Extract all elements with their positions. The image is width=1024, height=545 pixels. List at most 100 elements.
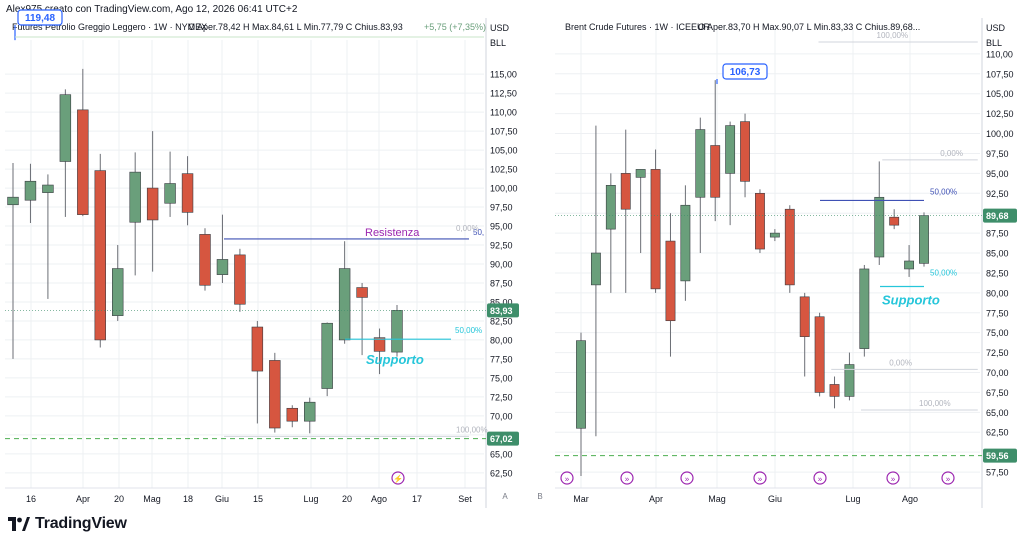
candle-body[interactable] <box>799 296 810 337</box>
x-tick-label: Mag <box>708 494 726 504</box>
fib-mid-label: 50, <box>473 228 484 237</box>
candle-body[interactable] <box>680 204 691 282</box>
candle-body[interactable] <box>844 364 855 397</box>
x-tick-label: 15 <box>253 494 263 504</box>
candle-body[interactable] <box>576 340 586 429</box>
event-icon[interactable] <box>620 471 634 485</box>
candle-body[interactable] <box>650 169 661 290</box>
candle-body[interactable] <box>59 94 72 162</box>
candle-body[interactable] <box>725 125 736 174</box>
x-tick-label: 20 <box>114 494 124 504</box>
x-tick-label: Set <box>458 494 472 504</box>
event-icon-glyph: » <box>891 475 896 484</box>
brand-name: TradingView <box>35 515 127 532</box>
candle-body[interactable] <box>829 384 840 397</box>
candle-body[interactable] <box>286 407 298 422</box>
candle-body[interactable] <box>164 183 176 204</box>
candle-body[interactable] <box>146 187 159 221</box>
y-tick-label: 105,00 <box>490 146 518 156</box>
x-tick-label: Lug <box>845 494 860 504</box>
candle-body[interactable] <box>769 232 780 238</box>
y-tick-label: 115,00 <box>490 70 517 80</box>
x-tick-label: Giu <box>768 494 782 504</box>
tradingview-logo[interactable]: TradingView <box>8 515 127 533</box>
candle-body[interactable] <box>199 234 211 286</box>
y-tick-label: 77,50 <box>490 354 513 364</box>
symbol-title: Futures Petrolio Greggio Leggero · 1W · … <box>12 22 207 32</box>
candle-body[interactable] <box>904 260 915 270</box>
candle-body[interactable] <box>112 268 124 316</box>
y-tick-label: 95,00 <box>986 169 1009 179</box>
candle-body[interactable] <box>216 259 229 275</box>
candle-body[interactable] <box>874 196 885 258</box>
event-icon[interactable] <box>753 471 767 485</box>
candle-body[interactable] <box>695 129 706 198</box>
y-tick-label: 87,50 <box>490 278 513 288</box>
candle-body[interactable] <box>338 268 351 341</box>
y-tick-label: 80,00 <box>986 288 1009 298</box>
candle-body[interactable] <box>635 169 646 178</box>
y-tick-label: 92,50 <box>986 189 1009 199</box>
candle-body[interactable] <box>814 316 825 393</box>
event-icon[interactable] <box>886 471 900 485</box>
y-tick-label: 67,50 <box>986 388 1009 398</box>
candle-body[interactable] <box>42 184 54 193</box>
candle-body[interactable] <box>94 170 106 341</box>
event-icon[interactable] <box>680 471 694 485</box>
candle-body[interactable] <box>356 287 368 298</box>
event-icon[interactable] <box>391 471 405 485</box>
candle-body[interactable] <box>889 216 900 226</box>
price-badge-text: 83,93 <box>490 306 513 316</box>
x-tick-label: 20 <box>342 494 352 504</box>
level-badge <box>487 431 519 446</box>
candle-body[interactable] <box>590 252 601 286</box>
price-badge <box>487 303 519 318</box>
fib-level-label: 100,00% <box>877 31 909 40</box>
event-icon[interactable] <box>813 471 827 485</box>
event-icon[interactable] <box>560 471 574 485</box>
candle-body[interactable] <box>784 208 795 286</box>
support-pct-label: 50,00% <box>455 326 482 335</box>
y-tick-label: 102,50 <box>986 109 1014 119</box>
y-tick-label: 75,00 <box>986 328 1009 338</box>
candle-body[interactable] <box>620 173 631 210</box>
candle-body[interactable] <box>129 171 141 223</box>
symbol-title: Brent Crude Futures · 1W · ICEEUR <box>565 22 711 32</box>
axis-mode-a[interactable]: A <box>502 492 508 501</box>
axis-mode-b[interactable]: B <box>537 492 542 501</box>
y-tick-label: 102,50 <box>490 165 518 175</box>
candle-body[interactable] <box>391 310 403 353</box>
candle-body[interactable] <box>24 180 37 201</box>
event-icon[interactable] <box>941 471 955 485</box>
candle-body[interactable] <box>859 268 870 349</box>
candle-body[interactable] <box>755 192 765 250</box>
x-tick-label: Ago <box>371 494 387 504</box>
y-tick-label: 65,00 <box>986 408 1009 418</box>
fib-level-label: 0,00% <box>940 149 963 158</box>
candle-body[interactable] <box>234 254 246 305</box>
candle-body[interactable] <box>251 326 264 372</box>
candle-body[interactable] <box>321 322 333 389</box>
candle-body[interactable] <box>710 145 721 198</box>
y-tick-label: 92,50 <box>490 241 513 251</box>
high-callout[interactable] <box>17 9 63 26</box>
candle-body[interactable] <box>7 196 19 206</box>
unit-label: BLL <box>490 38 506 48</box>
candle-body[interactable] <box>919 215 929 264</box>
candle-body[interactable] <box>740 121 750 182</box>
candle-body[interactable] <box>77 109 89 215</box>
candle-body[interactable] <box>605 185 616 230</box>
candle-body[interactable] <box>181 173 194 213</box>
candle-body[interactable] <box>304 401 316 422</box>
high-callout[interactable] <box>722 63 768 80</box>
y-tick-label: 77,50 <box>986 308 1009 318</box>
candle-body[interactable] <box>373 337 386 352</box>
y-tick-label: 72,50 <box>986 348 1009 358</box>
resistance-label: Resistenza <box>365 227 420 239</box>
y-tick-label: 85,00 <box>986 249 1009 259</box>
candle-body[interactable] <box>665 240 676 322</box>
y-tick-label: 100,00 <box>490 184 518 194</box>
y-tick-label: 97,50 <box>490 203 513 213</box>
candle-body[interactable] <box>269 360 281 429</box>
